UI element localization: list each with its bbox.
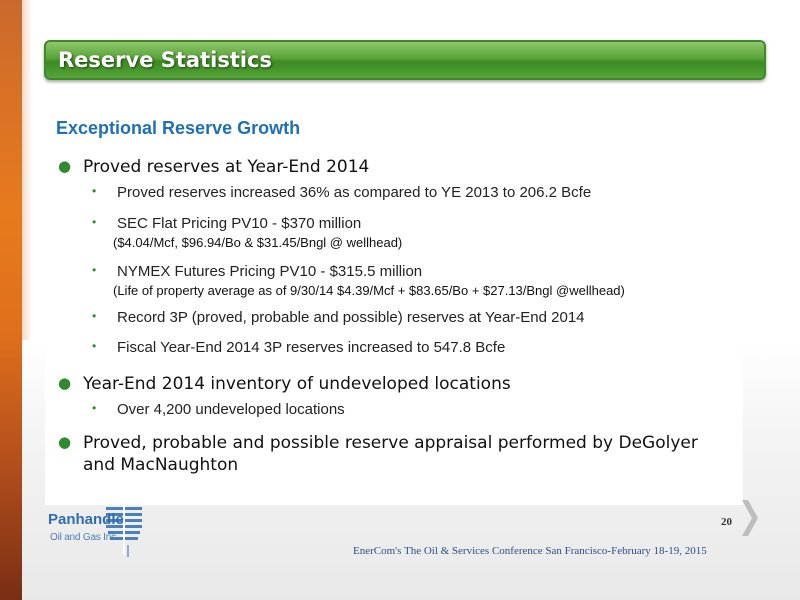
bullet-text: Proved reserves at Year-End 2014 bbox=[83, 157, 370, 177]
chevron-right-icon[interactable] bbox=[742, 500, 758, 536]
subbullet-note: ($4.04/Mcf, $96.94/Bo & $31.45/Bngl @ we… bbox=[113, 235, 403, 250]
bullet-dot-icon: • bbox=[92, 184, 97, 198]
subbullet-text: Over 4,200 undeveloped locations bbox=[117, 401, 345, 418]
bullet-dot-icon: • bbox=[92, 263, 97, 277]
title-banner: Reserve Statistics bbox=[44, 40, 766, 80]
bullet-dot-icon: • bbox=[92, 339, 97, 353]
bullet-text: Year-End 2014 inventory of undeveloped l… bbox=[83, 374, 511, 394]
logo-name: Panhandle bbox=[48, 511, 124, 528]
slide-title: Reserve Statistics bbox=[58, 48, 273, 72]
bullet-dot-icon: ● bbox=[58, 157, 72, 175]
subbullet-text: NYMEX Futures Pricing PV10 - $315.5 mill… bbox=[117, 263, 423, 280]
bullet-dot-icon: • bbox=[92, 401, 97, 415]
page-number: 20 bbox=[721, 516, 732, 528]
bullet-dot-icon: ● bbox=[58, 433, 72, 451]
bullet-dot-icon: • bbox=[92, 309, 97, 323]
company-logo: Panhandle Oil and Gas Inc. bbox=[48, 505, 144, 557]
subbullet-note: (Life of property average as of 9/30/14 … bbox=[113, 283, 625, 298]
content-area bbox=[45, 90, 743, 505]
bullet-text: and MacNaughton bbox=[83, 455, 239, 475]
subbullet-text: SEC Flat Pricing PV10 - $370 million bbox=[117, 215, 362, 232]
left-accent-bar bbox=[0, 0, 32, 600]
section-heading: Exceptional Reserve Growth bbox=[56, 118, 301, 138]
oil-derrick-logo-icon bbox=[106, 505, 142, 557]
logo-subtitle: Oil and Gas Inc. bbox=[50, 532, 119, 543]
subbullet-text: Proved reserves increased 36% as compare… bbox=[117, 184, 592, 201]
subbullet-text: Fiscal Year-End 2014 3P reserves increas… bbox=[117, 339, 506, 356]
bullet-text: Proved, probable and possible reserve ap… bbox=[83, 433, 698, 453]
footer-conference: EnerCom's The Oil & Services Conference … bbox=[353, 545, 707, 557]
bullet-dot-icon: ● bbox=[58, 374, 72, 392]
bullet-dot-icon: • bbox=[92, 215, 97, 229]
subbullet-text: Record 3P (proved, probable and possible… bbox=[117, 309, 585, 326]
